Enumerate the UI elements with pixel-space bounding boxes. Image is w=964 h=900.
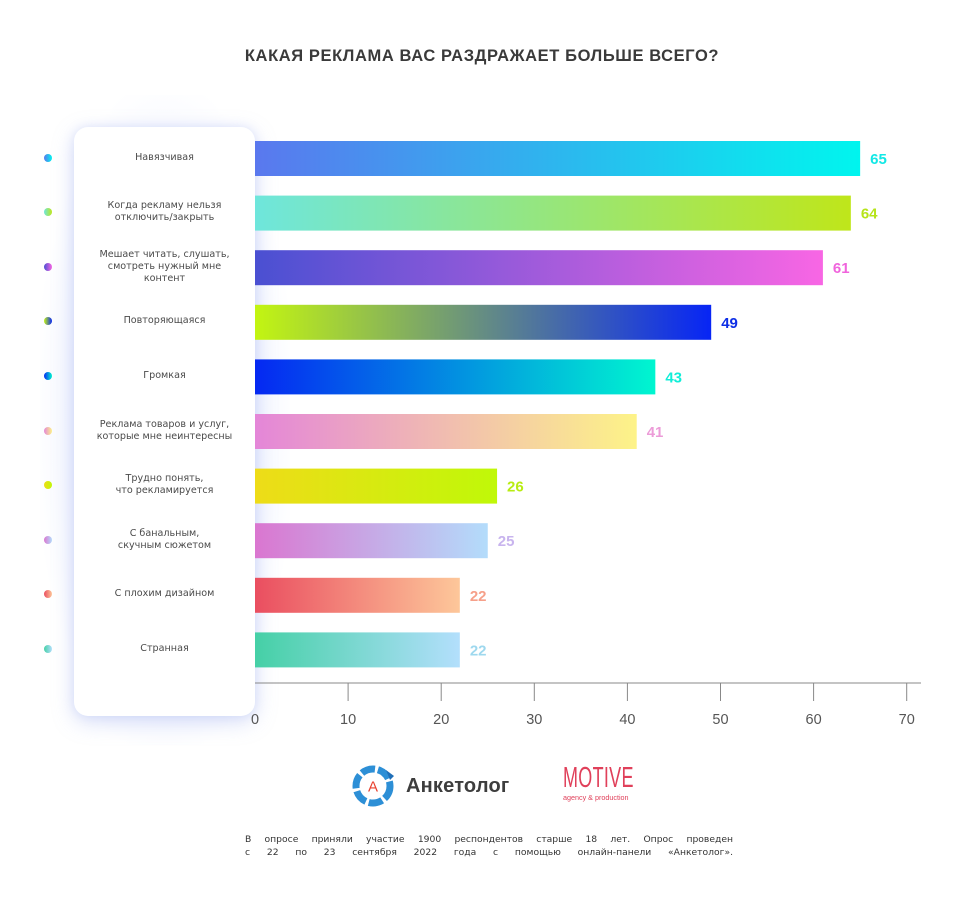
category-label-line: Трудно понять, [125, 473, 204, 485]
x-axis: 0 10 20 30 40 50 60 70 [251, 682, 921, 728]
category-label-line: контент [143, 272, 186, 284]
motive-logo: MOTIVE agency & production [563, 763, 643, 802]
category-label: Навязчивая [76, 152, 253, 164]
anketolog-mark: А [368, 779, 378, 796]
category-label-line: что рекламируется [115, 485, 214, 497]
bar [255, 632, 460, 668]
value-labels-group: 65 64 61 49 43 41 26 25 22 22 [470, 151, 887, 659]
value-label: 22 [470, 642, 487, 659]
value-label: 64 [861, 206, 878, 223]
legend-dot-icon [44, 317, 52, 326]
bar [255, 523, 488, 559]
legend-dot-icon [44, 153, 52, 162]
bar [255, 195, 851, 231]
anketolog-wordmark: Анкетолог [406, 774, 510, 797]
legend-dot-icon [44, 644, 52, 653]
category-label: Повторяющаяся [76, 315, 253, 327]
motive-subtitle: agency & production [563, 793, 629, 802]
x-tick-label: 60 [806, 712, 822, 728]
survey-footnote: В опросе приняли участие 1900 респондент… [245, 833, 733, 859]
category-label-line: С плохим дизайном [114, 588, 215, 600]
category-label: Мешает читать, слушать, смотреть нужный м… [76, 249, 253, 285]
category-label: Громкая [76, 370, 253, 382]
chart-title: КАКАЯ РЕКЛАМА ВАС РАЗДРАЖАЕТ БОЛЬШЕ ВСЕГ… [244, 47, 720, 65]
bars-group [255, 141, 861, 668]
x-tick-label: 50 [712, 712, 728, 728]
category-label: С банальным, скучным сюжетом [76, 528, 253, 552]
anketolog-logo: А Анкетолог [352, 764, 509, 808]
anketolog-gear-icon: А [352, 765, 394, 807]
bar [255, 304, 712, 340]
value-label: 43 [665, 369, 682, 386]
bar-chart: 65 64 61 49 43 41 26 25 22 22 0 10 20 30 40 50 60 70 [251, 141, 921, 728]
legend-dot-icon [44, 535, 52, 544]
value-label: 26 [507, 479, 524, 496]
category-label-line: Реклама товаров и услуг, [99, 418, 230, 430]
value-label: 41 [647, 424, 664, 441]
x-tick-label: 40 [619, 712, 635, 728]
category-label-line: Повторяющаяся [123, 315, 206, 327]
category-card [74, 127, 255, 716]
x-tick-label: 0 [251, 712, 259, 728]
category-label-line: С банальным, [129, 527, 200, 539]
legend-dot-icon [44, 481, 52, 490]
value-label: 65 [870, 151, 887, 168]
category-label-line: Странная [140, 642, 189, 654]
bar [255, 250, 823, 286]
category-label-line: Когда рекламу нельзя [107, 200, 222, 212]
legend-dot-icon [44, 590, 52, 599]
value-label: 25 [498, 533, 515, 550]
x-tick-label: 20 [433, 712, 449, 728]
category-label-line: скучным сюжетом [117, 539, 212, 551]
bar [255, 577, 460, 613]
value-label: 61 [833, 260, 850, 277]
bar [255, 359, 656, 395]
category-label-line: Мешает читать, слушать, [99, 248, 230, 260]
category-label: Когда рекламу нельзя отключить/закрыть [76, 200, 253, 224]
motive-wordmark: MOTIVE [563, 762, 634, 794]
bar [255, 141, 861, 176]
category-label: Реклама товаров и услуг, которые мне неин… [76, 419, 253, 443]
bar [255, 468, 498, 504]
footnote-line-2: с 22 по 23 сентября 2022 года с помощью … [245, 847, 733, 858]
value-label: 22 [470, 588, 487, 605]
category-label-line: которые мне неинтересны [96, 430, 233, 442]
x-tick-label: 10 [340, 712, 356, 728]
category-label-line: Навязчивая [135, 151, 194, 163]
footnote-line-1: В опросе приняли участие 1900 респондент… [245, 834, 733, 845]
category-label-line: отключить/закрыть [114, 212, 215, 224]
category-label: Трудно понять, что рекламируется [76, 473, 253, 497]
x-tick-label: 30 [526, 712, 542, 728]
category-label: Странная [76, 643, 253, 655]
x-tick-label: 70 [899, 712, 915, 728]
category-label: С плохим дизайном [76, 588, 253, 600]
legend-dot-icon [44, 426, 52, 435]
legend-dot-icon [44, 262, 52, 271]
category-label-line: Громкая [143, 369, 186, 381]
value-label: 49 [721, 315, 738, 332]
legend-dot-icon [44, 371, 52, 380]
bar [255, 414, 637, 449]
category-label-line: смотреть нужный мне [107, 260, 222, 272]
legend-dot-icon [44, 208, 52, 217]
